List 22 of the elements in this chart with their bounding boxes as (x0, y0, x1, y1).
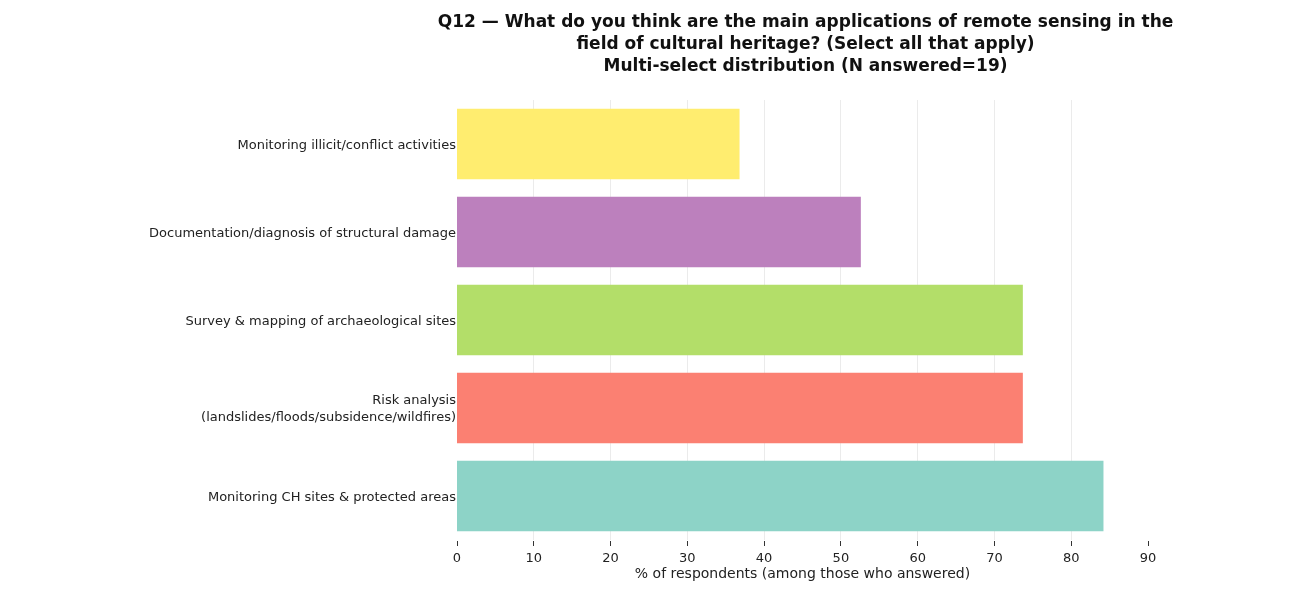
x-tick-label: 40 (755, 549, 773, 565)
x-tick-label: 0 (452, 549, 462, 565)
x-axis-title: % of respondents (among those who answered) (634, 564, 971, 581)
chart-title: Q12 — What do you think are the main applications of remote sensing in the field of cultural heritage? (Select all that apply) Multi-select distribution (N answered=19) (437, 11, 1174, 76)
y-tick-label: Survey & mapping of archaeological sites (185, 312, 457, 328)
bar (457, 372, 1023, 444)
x-tick-label: 20 (602, 549, 619, 565)
x-tick-label: 30 (679, 549, 696, 565)
x-tick-label: 10 (525, 549, 543, 565)
x-tick-label: 60 (909, 549, 926, 565)
x-tick-label: 50 (832, 549, 850, 565)
y-tick-label: Monitoring illicit/conflict activities (237, 136, 457, 152)
y-tick-label: Monitoring CH sites & protected areas (207, 488, 457, 504)
x-tick-label: 70 (986, 549, 1003, 565)
x-tick-label: 90 (1139, 549, 1157, 565)
x-tick-label: 80 (1062, 549, 1080, 565)
bar (457, 108, 740, 180)
bar (457, 460, 1104, 532)
y-tick-label: Risk analysis (landslides/floods/subsidence/wildfires) (201, 392, 457, 424)
y-tick-label: Documentation/diagnosis of structural damage (149, 224, 456, 240)
bar (457, 284, 1023, 356)
bar (457, 196, 861, 268)
